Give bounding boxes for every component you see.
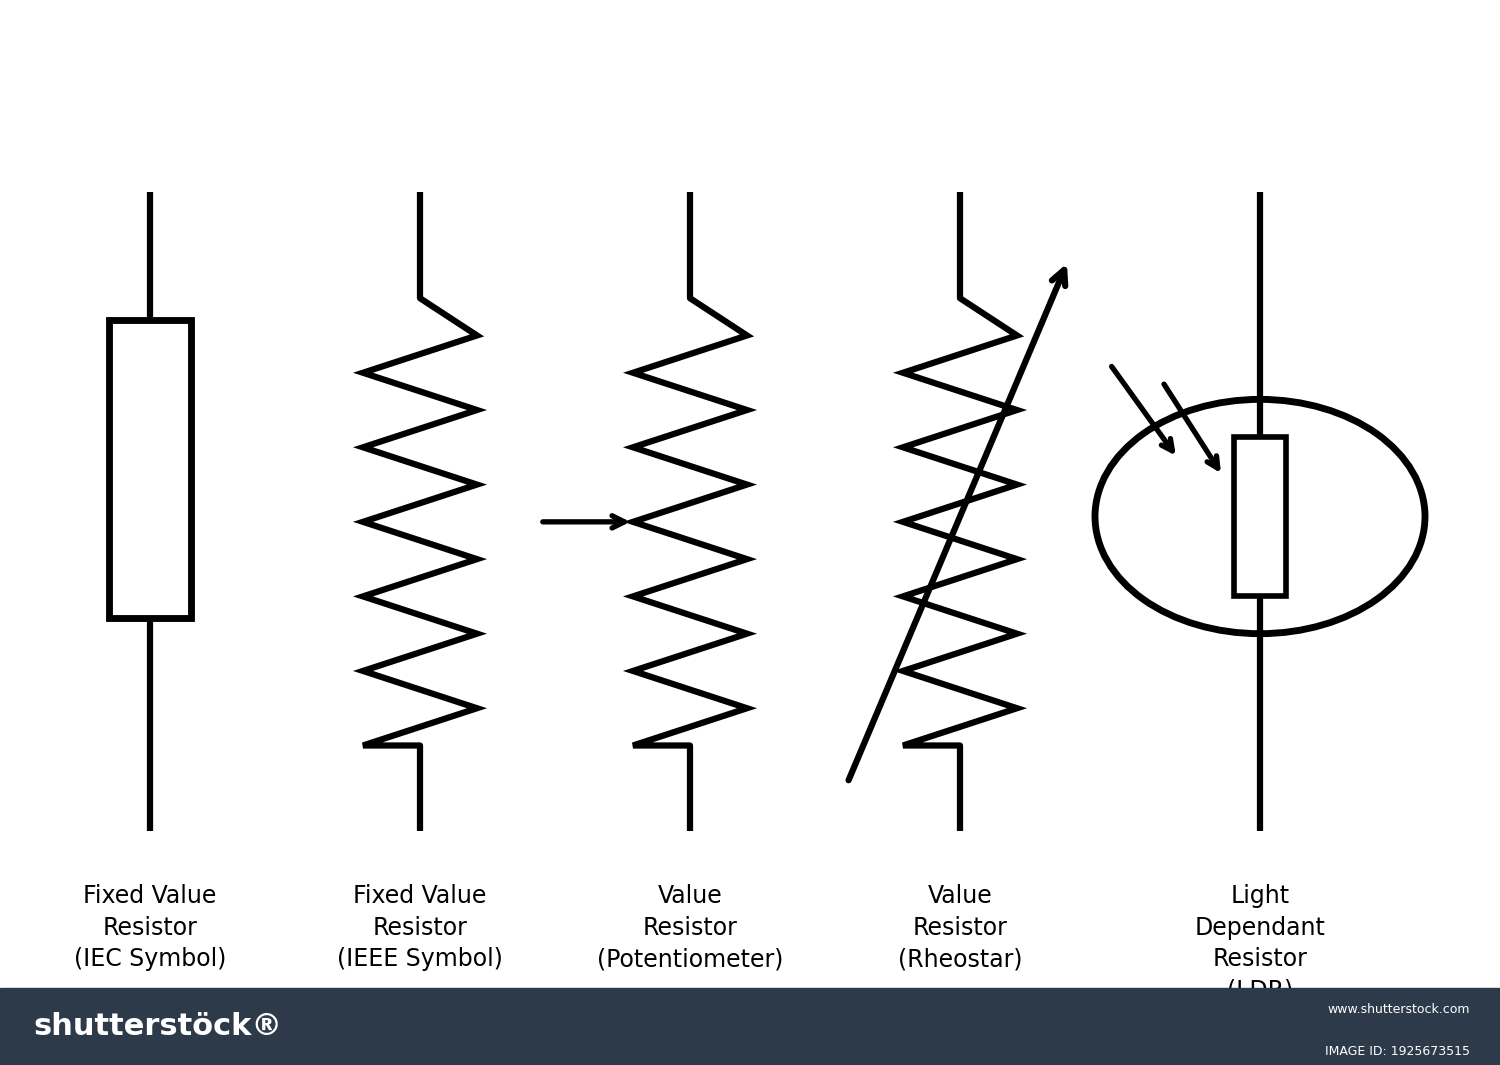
Text: Fixed Value
Resistor
(IEEE Symbol): Fixed Value Resistor (IEEE Symbol) bbox=[338, 884, 502, 971]
Circle shape bbox=[1095, 399, 1425, 634]
Text: Fixed Value
Resistor
(IEC Symbol): Fixed Value Resistor (IEC Symbol) bbox=[74, 884, 226, 971]
Text: IMAGE ID: 1925673515: IMAGE ID: 1925673515 bbox=[1324, 1045, 1470, 1058]
Text: Value
Resistor
(Potentiometer): Value Resistor (Potentiometer) bbox=[597, 884, 783, 971]
Bar bbox=[110, 320, 192, 618]
Bar bbox=[0, 988, 1500, 1065]
Text: shutterstöck®: shutterstöck® bbox=[33, 1012, 282, 1042]
Text: Light
Dependant
Resistor
(LDR): Light Dependant Resistor (LDR) bbox=[1194, 884, 1326, 1003]
Text: Value
Resistor
(Rheostar): Value Resistor (Rheostar) bbox=[897, 884, 1023, 971]
Bar bbox=[1233, 437, 1286, 596]
Text: www.shutterstock.com: www.shutterstock.com bbox=[1328, 1003, 1470, 1016]
